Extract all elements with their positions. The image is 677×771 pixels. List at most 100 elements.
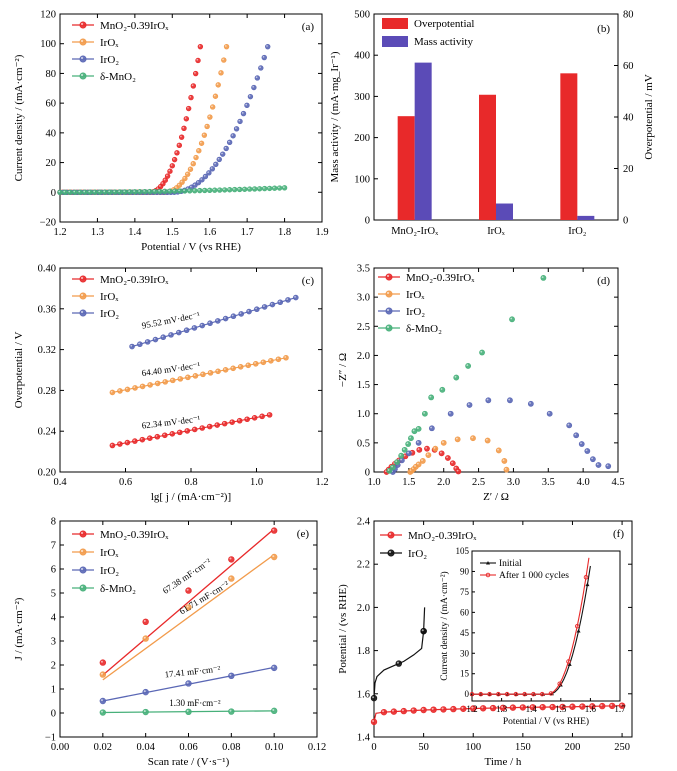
data-point (425, 452, 432, 458)
y-axis-title: −Z″ / Ω (337, 353, 349, 387)
legend-entry: MnO₂-0.39IrOₓ (378, 272, 475, 284)
data-point-highlight (83, 190, 86, 193)
panel-label: (b) (597, 23, 610, 35)
data-point-highlight (216, 83, 219, 85)
legend-marker-highlight (388, 550, 392, 554)
data-point-highlight (177, 183, 180, 186)
data-point-highlight (606, 464, 609, 467)
data-point-highlight (421, 629, 424, 632)
series-group (57, 43, 288, 195)
data-point-highlight (485, 438, 488, 441)
data-point-highlight (194, 155, 197, 158)
data-point (178, 134, 185, 140)
data-point-highlight (68, 190, 71, 193)
data-point-highlight (508, 398, 511, 401)
legend-entry: Overpotential (382, 18, 474, 30)
data-point (266, 412, 273, 418)
data-point (252, 360, 259, 367)
data-point (176, 142, 183, 149)
legend-label: MnO₂-0.39IrOₓ (100, 274, 169, 286)
data-point-highlight (456, 469, 459, 472)
data-point-highlight (143, 690, 146, 693)
inset-y-tick-label: 0 (465, 689, 470, 699)
data-point-highlight (448, 412, 451, 414)
bar (577, 215, 595, 220)
inset-marker (557, 681, 562, 686)
data-point (139, 436, 146, 443)
data-point (206, 170, 212, 176)
data-point (484, 437, 491, 444)
data-point-highlight (243, 187, 245, 190)
data-point-highlight (183, 176, 186, 179)
data-point-highlight (560, 705, 563, 708)
x-tick-label: 0.8 (184, 477, 197, 488)
legend-entry: Mass activity (382, 36, 473, 48)
data-point-highlight (430, 426, 432, 429)
data-point (195, 57, 201, 64)
data-point (209, 166, 216, 172)
data-point (465, 363, 472, 369)
chart-a: 1.2 1.3 1.4 1.5 1.6 1.7 1.8 1.9 −20 0 20 40 60 80 100 1… (13, 10, 329, 254)
data-point (132, 438, 138, 444)
data-point-highlight (156, 187, 159, 190)
data-point-highlight (412, 429, 415, 432)
x-tick-label: 0.12 (308, 742, 326, 753)
data-point (127, 189, 133, 195)
bar (560, 73, 578, 220)
legend-entry: MnO₂-0.39IrOₓ (72, 529, 169, 541)
data-point (124, 386, 131, 393)
data-point-highlight (402, 448, 405, 450)
data-point-highlight (486, 398, 489, 401)
data-point-highlight (198, 189, 200, 191)
y-tick-label: 1.5 (357, 380, 370, 391)
inset-marker (478, 691, 484, 697)
data-point-highlight (211, 105, 213, 108)
data-point-highlight (286, 298, 289, 301)
data-point-highlight (186, 709, 189, 712)
data-point (147, 188, 153, 195)
data-point (246, 186, 253, 192)
data-point-highlight (600, 704, 603, 707)
data-point-highlight (276, 357, 279, 360)
data-point (370, 718, 378, 726)
legend-marker-highlight (80, 549, 84, 553)
legend-label: IrOₓ (100, 37, 119, 49)
data-point (160, 334, 167, 341)
data-point-highlight (100, 710, 103, 713)
y-tick-label: 2.5 (357, 322, 370, 333)
series-1 (370, 607, 427, 702)
data-point (199, 322, 206, 329)
x-axis-title: Z′ / Ω (483, 491, 509, 503)
x-tick-label: 4.0 (577, 477, 590, 488)
y-tick-label: 0.28 (38, 386, 56, 397)
data-point (485, 397, 492, 404)
data-point (420, 706, 427, 714)
data-point-highlight (178, 430, 180, 433)
legend-marker-highlight (388, 532, 392, 536)
inset-marker (487, 691, 492, 697)
legend-marker (79, 548, 87, 556)
data-point (237, 118, 243, 125)
data-point-highlight (416, 462, 419, 465)
data-point (147, 382, 153, 388)
data-point-highlight (159, 185, 161, 187)
data-point (527, 400, 534, 407)
y-axis-title: Potential / (vs RHE) (337, 584, 349, 674)
data-point (142, 635, 149, 642)
data-point-highlight (284, 356, 287, 358)
series-3 (57, 185, 288, 195)
x-tick-label: 0.10 (265, 742, 283, 753)
data-point (466, 402, 473, 408)
data-point (261, 54, 267, 61)
data-point (454, 436, 461, 443)
inset-x-tick-label: 1.7 (614, 704, 626, 714)
panel-label: (c) (302, 275, 315, 287)
data-point (419, 458, 426, 464)
data-point (144, 339, 151, 345)
data-point (269, 301, 276, 308)
legend-entry: MnO₂-0.39IrOₓ (380, 530, 477, 542)
data-point-highlight (273, 186, 275, 189)
x-category-label: IrOₓ (487, 226, 506, 237)
data-point-highlight (466, 364, 469, 367)
legend-marker (79, 566, 87, 574)
